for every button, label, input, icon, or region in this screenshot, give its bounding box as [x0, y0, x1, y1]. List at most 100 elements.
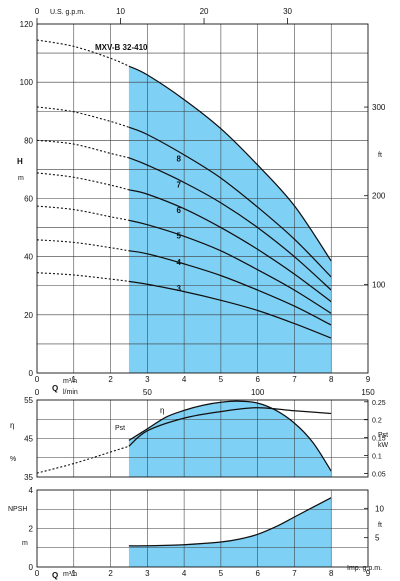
- head-curve-7: [128, 157, 332, 291]
- npsh-panel: 0 2 4 0 1 2 3 4 5 6 7 8 9 5 10 NPSH m ft Q m³/h Imp. g…: [8, 486, 384, 580]
- head-x-tick: 0: [35, 375, 40, 384]
- head-x-tick: 8: [329, 375, 334, 384]
- npsh-y-tick: 2: [29, 525, 34, 534]
- head-y-tick: 20: [24, 311, 33, 320]
- stage-label-8: 8: [177, 155, 182, 164]
- efficiency-left-unit: %: [10, 456, 16, 463]
- efficiency-right-tick: 0.2: [372, 418, 382, 425]
- efficiency-tick-labels: 35 45 55 0.05 0.1 0.15 0.2 0.25: [24, 396, 386, 482]
- head-lpm-tick: 100: [251, 388, 265, 397]
- head-y-tick: 80: [24, 136, 33, 145]
- npsh-right-tick: 5: [375, 534, 380, 543]
- npsh-x-tick: 2: [108, 569, 113, 578]
- head-curve-5-dashed: [36, 205, 130, 221]
- head-lpm-tick: 0: [35, 388, 40, 397]
- npsh-corner-unit: Imp. g.p.m.: [347, 565, 382, 572]
- head-curve-max-dashed: [36, 39, 130, 67]
- head-y-tick: 0: [29, 369, 34, 378]
- npsh-x-tick: 7: [292, 569, 297, 578]
- efficiency-panel: 35 45 55 0.05 0.1 0.15 0.2 0.25 η % Pst kW η Ps…: [10, 396, 389, 482]
- efficiency-frame: [36, 399, 369, 478]
- head-x-label: Q: [52, 384, 58, 393]
- head-frame: [36, 23, 369, 374]
- npsh-right-tick: 10: [375, 504, 384, 513]
- head-right-tick: 200: [372, 192, 386, 201]
- head-operating-area: [128, 66, 332, 373]
- head-curve-7-dashed: [36, 139, 130, 159]
- pst-curve: [128, 407, 332, 447]
- head-right-tick: 300: [372, 103, 386, 112]
- head-top-tick: 30: [283, 7, 292, 16]
- head-top-tick: 0: [35, 7, 40, 16]
- stage-label-6: 6: [177, 206, 182, 215]
- npsh-x-tick: 4: [182, 569, 187, 578]
- efficiency-area: [128, 401, 332, 477]
- head-curve-5: [128, 219, 332, 314]
- head-lpm-tick: 50: [143, 388, 152, 397]
- npsh-grid: [37, 490, 368, 567]
- efficiency-right-tick: 0.25: [372, 400, 386, 407]
- head-x-tick: 7: [292, 375, 297, 384]
- efficiency-curves: [36, 400, 332, 474]
- head-x-tick: 1: [72, 375, 77, 384]
- npsh-left-unit: m: [22, 540, 28, 547]
- head-x-tick: 9: [366, 375, 371, 384]
- pst-curve-dashed: [36, 445, 130, 474]
- head-curve-4: [128, 250, 332, 326]
- efficiency-right-label: Pst: [378, 432, 388, 439]
- npsh-y-tick: 0: [29, 563, 34, 572]
- head-right-tick: 100: [372, 280, 386, 289]
- npsh-area: [128, 497, 332, 567]
- npsh-curves: [128, 497, 332, 547]
- head-curve-8: [128, 126, 332, 278]
- npsh-tick-labels: 0 2 4 0 1 2 3 4 5 6 7 8 9 5 10: [29, 486, 385, 578]
- efficiency-y-tick: 55: [24, 396, 33, 405]
- head-x-unit-top: m³/h: [63, 378, 77, 385]
- efficiency-right-unit: kW: [378, 442, 389, 449]
- eta-curve-label: η: [160, 406, 164, 415]
- head-x-tick: 2: [108, 375, 113, 384]
- head-y-tick: 120: [20, 20, 34, 29]
- efficiency-y-tick: 35: [24, 473, 33, 482]
- efficiency-right-tick: 0.15: [372, 436, 386, 443]
- npsh-x-tick: 0: [35, 569, 40, 578]
- efficiency-right-tick: 0.05: [372, 471, 386, 478]
- head-x-tick: 4: [182, 375, 187, 384]
- stage-label-4: 4: [177, 258, 182, 267]
- head-x-tick: 6: [255, 375, 260, 384]
- head-top-axis-label: U.S. g.p.m.: [50, 9, 85, 16]
- npsh-x-tick: 1: [72, 569, 77, 578]
- head-curve-max: [128, 65, 332, 262]
- stage-label-5: 5: [177, 232, 182, 241]
- head-curves: 8 7 6 5 4 3: [36, 39, 332, 339]
- head-lpm-tick: 150: [361, 388, 375, 397]
- head-curve-8-dashed: [36, 106, 130, 128]
- efficiency-left-label: η: [10, 421, 14, 430]
- stage-label-7: 7: [177, 181, 182, 190]
- npsh-curve: [128, 497, 332, 547]
- head-x-tick: 5: [219, 375, 224, 384]
- head-x-unit-bottom: l/min: [63, 389, 78, 396]
- npsh-frame: [36, 489, 369, 568]
- head-grid: [37, 24, 368, 373]
- npsh-x-tick: 6: [255, 569, 260, 578]
- efficiency-y-tick: 45: [24, 435, 33, 444]
- npsh-right-unit: ft: [378, 522, 382, 529]
- head-right-unit: ft: [378, 152, 382, 159]
- stage-label-3: 3: [177, 284, 182, 293]
- head-curve-6-dashed: [36, 172, 130, 191]
- npsh-x-label: Q: [52, 571, 58, 580]
- efficiency-right-tick: 0.1: [372, 454, 382, 461]
- npsh-x-tick: 9: [366, 569, 371, 578]
- head-y-label: H: [17, 157, 23, 166]
- pst-curve-label: Pst: [115, 425, 125, 432]
- npsh-left-label: NPSH: [8, 506, 27, 513]
- head-curve-4-dashed: [36, 239, 129, 252]
- head-y-tick: 60: [24, 195, 33, 204]
- head-curve-3: [128, 280, 332, 339]
- head-y-tick: 100: [20, 78, 34, 87]
- head-x-tick: 3: [145, 375, 150, 384]
